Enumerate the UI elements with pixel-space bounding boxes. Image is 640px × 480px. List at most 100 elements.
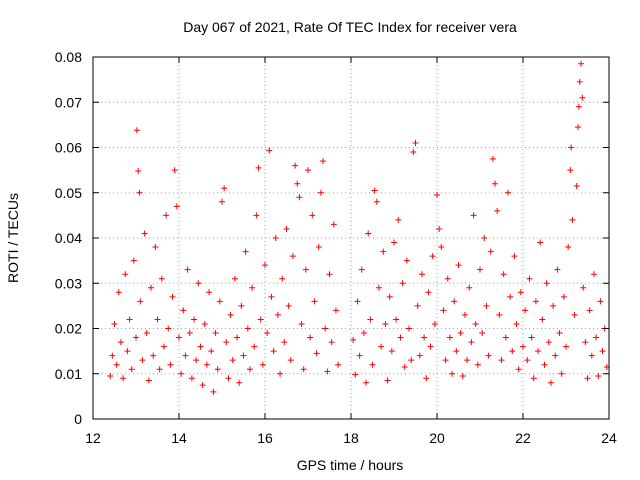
- data-point: [289, 253, 296, 260]
- data-point: [513, 320, 520, 327]
- data-point: [154, 316, 161, 323]
- data-point: [597, 298, 604, 305]
- data-point: [580, 284, 587, 291]
- x-tick-label: 22: [515, 430, 531, 446]
- data-point: [576, 78, 583, 85]
- y-tick-label: 0.05: [55, 185, 82, 201]
- data-point: [442, 357, 449, 364]
- data-point: [240, 352, 247, 359]
- data-point: [328, 339, 335, 346]
- data-point: [135, 168, 142, 175]
- data-point: [201, 320, 208, 327]
- data-point: [393, 316, 400, 323]
- data-point: [212, 330, 219, 337]
- data-point: [197, 343, 204, 350]
- data-point: [498, 357, 505, 364]
- data-point: [109, 352, 116, 359]
- data-point: [277, 370, 284, 377]
- data-point: [565, 244, 572, 251]
- data-point: [208, 348, 215, 355]
- data-point: [111, 320, 118, 327]
- data-point: [257, 316, 264, 323]
- data-point: [554, 266, 561, 273]
- data-point: [244, 325, 251, 332]
- data-point: [590, 271, 597, 278]
- data-point: [397, 334, 404, 341]
- data-point: [294, 180, 301, 187]
- data-point: [425, 289, 432, 296]
- data-point: [395, 216, 402, 223]
- chart-title: Day 067 of 2021, Rate Of TEC Index for r…: [183, 19, 517, 35]
- data-point: [414, 302, 421, 309]
- data-point: [300, 366, 307, 373]
- data-point: [558, 370, 565, 377]
- data-point: [466, 284, 473, 291]
- data-point: [582, 339, 589, 346]
- data-point: [436, 225, 443, 232]
- data-point: [152, 244, 159, 251]
- data-point: [520, 343, 526, 350]
- data-point: [150, 352, 157, 359]
- x-axis-label: GPS time / hours: [297, 457, 404, 473]
- y-tick-label: 0.06: [55, 140, 82, 156]
- grid-lines: [93, 57, 609, 419]
- data-point: [371, 187, 378, 194]
- data-point: [474, 361, 481, 368]
- data-point: [281, 339, 288, 346]
- data-point: [539, 316, 546, 323]
- data-point: [178, 370, 185, 377]
- data-point: [453, 348, 460, 355]
- data-point: [350, 336, 357, 343]
- data-point: [182, 352, 189, 359]
- data-point: [315, 244, 322, 251]
- data-point: [274, 311, 281, 318]
- data-point: [216, 298, 223, 305]
- data-point: [464, 357, 471, 364]
- data-point: [517, 289, 524, 296]
- data-point: [124, 348, 131, 355]
- data-point: [219, 198, 225, 205]
- data-point: [579, 94, 586, 101]
- data-point: [537, 239, 544, 246]
- data-point: [543, 280, 550, 287]
- data-point: [156, 366, 163, 373]
- data-point: [440, 307, 447, 314]
- data-point: [195, 280, 202, 287]
- data-point: [502, 334, 509, 341]
- data-point: [384, 377, 391, 384]
- y-axis-label: ROTI / TECUs: [5, 193, 21, 283]
- data-point: [485, 352, 492, 359]
- data-point: [167, 361, 174, 368]
- data-point: [163, 212, 170, 219]
- data-point: [143, 330, 150, 337]
- data-point: [429, 253, 436, 260]
- data-point: [214, 366, 221, 373]
- data-point: [567, 167, 574, 174]
- data-point: [148, 284, 155, 291]
- data-point: [489, 155, 496, 162]
- data-point: [136, 189, 143, 196]
- data-point: [386, 293, 393, 300]
- data-point: [180, 307, 187, 314]
- data-point: [221, 185, 228, 192]
- data-point: [461, 311, 468, 318]
- data-point: [578, 60, 585, 67]
- y-tick-label: 0.08: [55, 49, 82, 65]
- data-point: [251, 343, 258, 350]
- data-point: [406, 325, 413, 332]
- data-point: [122, 271, 129, 278]
- data-point: [584, 375, 591, 382]
- data-point: [262, 262, 268, 269]
- data-point: [184, 266, 191, 273]
- y-tick-label: 0.02: [55, 321, 82, 337]
- data-point: [391, 239, 397, 246]
- data-point: [160, 343, 167, 350]
- data-point: [317, 189, 324, 196]
- data-point: [373, 198, 380, 205]
- data-point: [234, 334, 241, 341]
- data-point: [358, 266, 365, 273]
- data-point: [352, 371, 359, 378]
- data-point: [141, 230, 148, 237]
- data-point: [477, 266, 483, 273]
- data-point: [547, 379, 554, 386]
